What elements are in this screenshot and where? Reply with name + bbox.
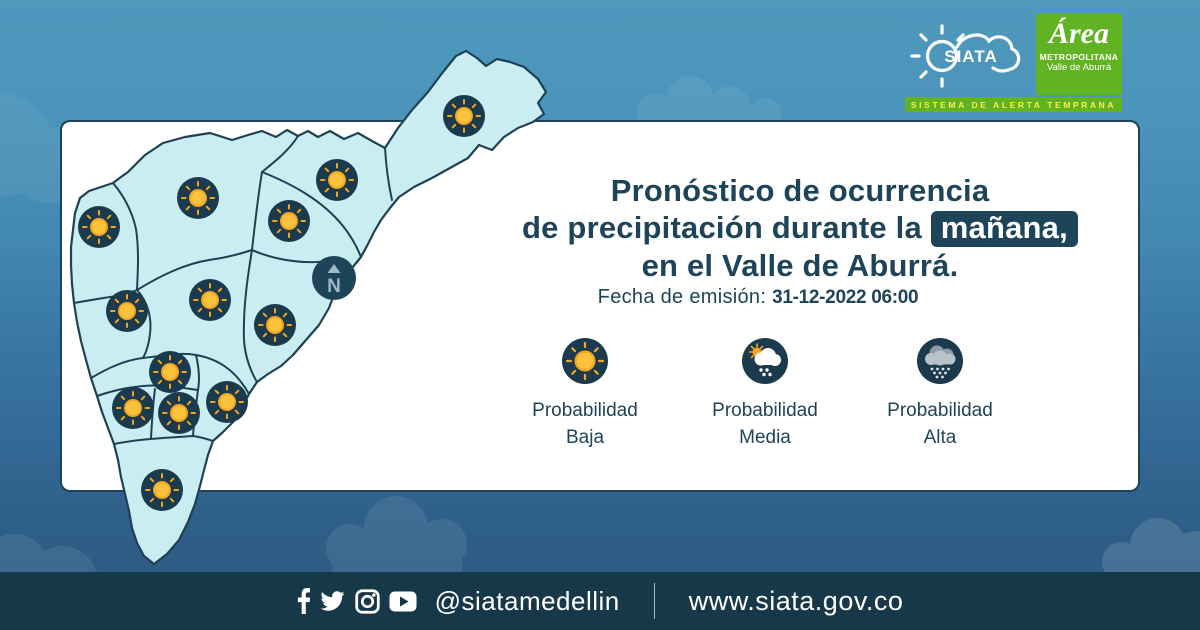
legend-label: Probabilidad [887, 400, 993, 421]
card-title: Pronóstico de ocurrencia de precipitació… [468, 172, 1132, 284]
rain-cloud-icon [917, 338, 963, 384]
facebook-icon[interactable] [297, 588, 310, 614]
legend-label: Baja [565, 427, 605, 448]
legend-label: Probabilidad [532, 400, 638, 421]
emission-label: Fecha de emisión: [597, 286, 767, 308]
emission-datetime: 31-12-2022 06:00 [772, 287, 919, 308]
title-line-3: en el Valle de Aburrá. [641, 248, 959, 283]
siata-sun-cloud-icon [910, 24, 1021, 88]
legend-label: Media [739, 427, 791, 448]
footer-bar: @siatamedellin www.siata.gov.co [0, 572, 1200, 630]
sun-rain-cloud-icon [742, 338, 788, 384]
legend-item-media: Probabilidad Media [675, 336, 855, 451]
legend-label: Probabilidad [712, 400, 818, 421]
area-logo-metropolitana: METROPOLITANA [1039, 52, 1119, 62]
title-line-2-text: de precipitación durante la [522, 210, 922, 245]
title-line-2: de precipitación durante la mañana, [468, 209, 1132, 247]
footer-divider [653, 583, 655, 619]
cloud-shape [326, 496, 467, 574]
siata-logo-text: SIATA [944, 47, 997, 66]
social-handle[interactable]: @siatamedellin [434, 585, 620, 616]
twitter-icon[interactable] [319, 589, 346, 613]
social-icons [297, 588, 417, 614]
website-link[interactable]: www.siata.gov.co [688, 585, 904, 616]
area-logo-script: Área [1049, 17, 1109, 50]
area-metropolitana-logo: Área METROPOLITANA Valle de Aburrá [1036, 14, 1122, 95]
sun-icon [562, 338, 608, 384]
emission-date: Fecha de emisión: 31-12-2022 06:00 [458, 286, 1058, 309]
instagram-icon[interactable] [354, 588, 380, 614]
highlight-manana: mañana, [930, 211, 1078, 247]
title-line-1: Pronóstico de ocurrencia [610, 173, 990, 208]
legend-item-alta: Probabilidad Alta [850, 336, 1030, 451]
legend-label: Alta [923, 427, 957, 448]
siata-logo: SIATA [910, 24, 1021, 88]
legend-item-baja: Probabilidad Baja [495, 336, 675, 451]
alert-system-banner: SISTEMA DE ALERTA TEMPRANA [905, 97, 1122, 112]
area-logo-valle: Valle de Aburrá [1046, 62, 1112, 73]
youtube-icon[interactable] [389, 591, 417, 612]
